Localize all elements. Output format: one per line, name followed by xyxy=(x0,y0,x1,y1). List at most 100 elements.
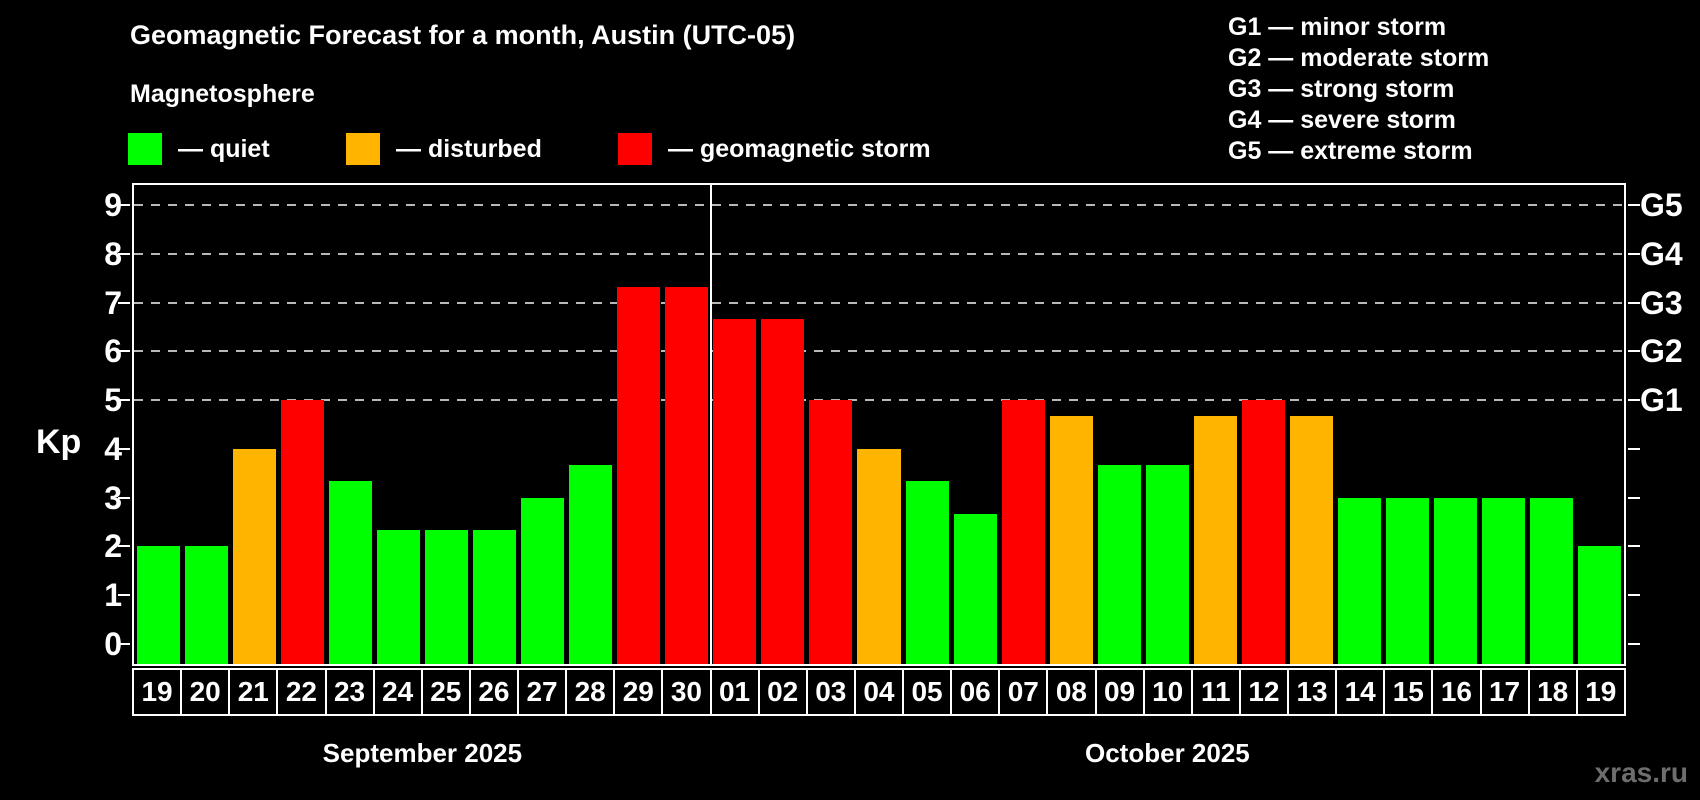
gridline-kp7 xyxy=(134,301,1624,304)
g-legend-line-1: G1 — minor storm xyxy=(1228,13,1447,41)
g-legend-line-5: G5 — extreme storm xyxy=(1228,137,1473,165)
day-label-19: 19 xyxy=(134,670,183,714)
day-label-03: 03 xyxy=(808,670,856,714)
y-tick-label-1: 1 xyxy=(104,576,122,613)
day-label-15: 15 xyxy=(1385,670,1434,714)
y-tick-right-9 xyxy=(1628,204,1640,207)
bar-day-26 xyxy=(472,530,516,664)
watermark: xras.ru xyxy=(1594,757,1688,788)
y-tick-label-8: 8 xyxy=(104,236,122,273)
y-tick-left-2 xyxy=(118,545,130,548)
day-label-28: 28 xyxy=(567,670,616,714)
page-title: Geomagnetic Forecast for a month, Austin… xyxy=(130,20,796,50)
day-label-13: 13 xyxy=(1289,670,1338,714)
g-axis-label-G2: G2 xyxy=(1640,333,1683,370)
y-tick-label-0: 0 xyxy=(104,625,122,662)
day-label-29: 29 xyxy=(615,670,664,714)
y-tick-right-6 xyxy=(1628,350,1640,353)
legend-swatch-storm xyxy=(618,133,652,165)
y-tick-left-8 xyxy=(118,253,130,256)
bar-day-28 xyxy=(569,464,613,664)
g-axis-label-G1: G1 xyxy=(1640,382,1683,419)
day-label-19: 19 xyxy=(1585,676,1617,707)
day-label-02: 02 xyxy=(760,670,808,714)
day-label-25: 25 xyxy=(423,670,471,714)
bar-day-08 xyxy=(1049,416,1093,664)
gridline-kp9 xyxy=(134,204,1624,207)
bar-day-17 xyxy=(1482,497,1526,664)
y-tick-left-3 xyxy=(118,496,130,499)
y-axis-title: Kp xyxy=(36,423,82,461)
day-label-24: 24 xyxy=(375,670,423,714)
y-tick-right-2 xyxy=(1628,545,1640,548)
day-label-08: 08 xyxy=(1048,670,1097,714)
g-scale-legend: G1 — minor storm G2 — moderate storm G3 — … xyxy=(1228,12,1489,167)
month-label-1: September 2025 xyxy=(322,738,523,768)
y-tick-label-4: 4 xyxy=(104,430,122,467)
bar-day-04 xyxy=(857,448,901,664)
x-axis-day-row: 19 20 21 22 23 24 25 26 27 28 29 30 01 02 03 04 05 06 07 08… xyxy=(132,668,1626,716)
bar-day-13 xyxy=(1290,416,1334,664)
day-label-06: 06 xyxy=(952,670,1001,714)
y-tick-right-4 xyxy=(1628,447,1640,450)
day-label-22: 22 xyxy=(278,670,327,714)
bar-day-29 xyxy=(617,286,661,664)
y-tick-right-1 xyxy=(1628,593,1640,596)
g-axis-label-G5: G5 xyxy=(1640,187,1683,224)
day-label-14: 14 xyxy=(1337,670,1386,714)
day-label-10: 10 xyxy=(1145,670,1193,714)
bar-day-03 xyxy=(809,400,853,664)
legend-item-disturbed: — disturbed xyxy=(346,132,542,166)
bar-day-06 xyxy=(953,513,997,664)
legend-swatch-disturbed xyxy=(346,133,380,165)
y-tick-label-3: 3 xyxy=(104,479,122,516)
gridline-kp5 xyxy=(134,399,1624,402)
y-tick-left-9 xyxy=(118,204,130,207)
y-tick-left-4 xyxy=(118,447,130,450)
day-label-11: 11 xyxy=(1193,670,1241,714)
legend-item-storm: — geomagnetic storm xyxy=(618,132,931,166)
bar-day-27 xyxy=(521,497,565,664)
bar-day-10 xyxy=(1145,464,1189,664)
bar-day-12 xyxy=(1241,400,1286,664)
bar-day-14 xyxy=(1338,497,1382,664)
legend-label-quiet: — quiet xyxy=(178,134,270,163)
legend-swatch-quiet xyxy=(128,133,162,165)
bar-day-01 xyxy=(713,318,757,664)
day-label-26: 26 xyxy=(471,670,519,714)
bar-day-07 xyxy=(1001,400,1045,664)
day-label-23: 23 xyxy=(327,670,375,714)
day-label-16: 16 xyxy=(1433,670,1482,714)
bar-day-25 xyxy=(424,530,468,664)
day-label-09: 09 xyxy=(1097,670,1145,714)
bar-day-20 xyxy=(184,546,228,664)
day-label-20: 20 xyxy=(182,670,231,714)
day-label-17: 17 xyxy=(1482,670,1530,714)
bar-day-18 xyxy=(1530,497,1574,664)
gridline-kp8 xyxy=(134,253,1624,256)
y-tick-right-0 xyxy=(1628,642,1640,645)
legend-label-disturbed: — disturbed xyxy=(396,134,542,163)
magnetosphere-legend-title: Magnetosphere xyxy=(130,80,315,108)
g-axis-label-G3: G3 xyxy=(1640,284,1683,321)
status-legend: — quiet — disturbed — geomagnetic storm xyxy=(0,132,1100,168)
day-label-12: 12 xyxy=(1241,670,1289,714)
g-axis-label-G4: G4 xyxy=(1640,236,1683,273)
day-label-30: 30 xyxy=(663,670,712,714)
y-tick-left-0 xyxy=(118,642,130,645)
bar-day-02 xyxy=(761,318,805,664)
day-label-05: 05 xyxy=(904,670,953,714)
bar-day-09 xyxy=(1097,464,1141,664)
legend-label-storm: — geomagnetic storm xyxy=(668,134,931,163)
y-tick-label-9: 9 xyxy=(104,187,122,224)
bar-day-15 xyxy=(1386,497,1430,664)
y-tick-label-5: 5 xyxy=(104,382,122,419)
y-tick-right-8 xyxy=(1628,253,1640,256)
bar-day-23 xyxy=(328,481,372,664)
y-tick-right-5 xyxy=(1628,399,1640,402)
g-legend-line-2: G2 — moderate storm xyxy=(1228,44,1490,72)
y-tick-left-6 xyxy=(118,350,130,353)
y-tick-left-1 xyxy=(118,593,130,596)
y-tick-right-3 xyxy=(1628,496,1640,499)
